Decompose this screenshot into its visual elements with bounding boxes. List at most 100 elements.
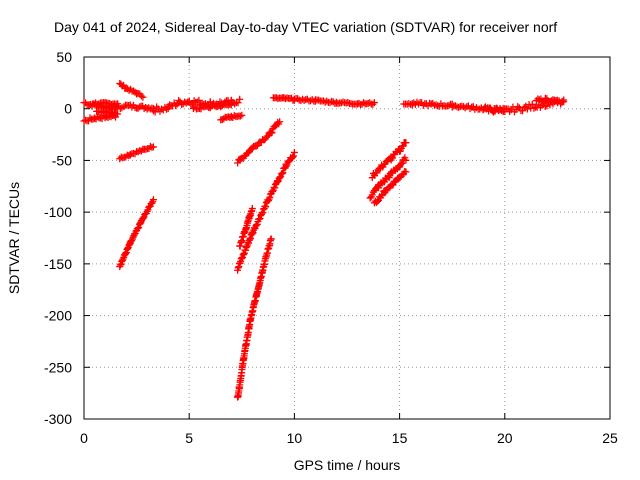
data-point — [129, 233, 137, 241]
data-segment — [366, 154, 410, 202]
data-point — [326, 99, 334, 107]
y-tick-label: -50 — [52, 152, 72, 168]
data-point — [402, 168, 410, 176]
y-tick-label: 0 — [64, 101, 72, 117]
data-point — [455, 103, 463, 111]
data-point — [451, 102, 459, 110]
chart-title: Day 041 of 2024, Sidereal Day-to-day VTE… — [54, 19, 557, 35]
data-point — [290, 148, 298, 156]
x-axis-label: GPS time / hours — [294, 457, 401, 473]
data-point — [271, 184, 279, 192]
data-point — [248, 205, 256, 213]
data-point — [259, 209, 267, 217]
data-point — [535, 96, 543, 104]
data-point — [374, 197, 382, 205]
data-point — [142, 145, 150, 153]
data-point — [530, 104, 538, 112]
data-point — [236, 112, 244, 120]
data-point — [139, 93, 147, 101]
data-point — [227, 101, 235, 109]
y-tick-label: 50 — [56, 49, 72, 65]
axis-ticks: 0 5 10 15 20 25 50 0 -50 -100 -150 -200 -250 -300 — [44, 49, 618, 446]
data-point — [139, 214, 147, 222]
data-point — [481, 103, 489, 111]
data-point — [289, 153, 297, 161]
data-segment — [116, 196, 157, 271]
data-point — [94, 113, 102, 121]
data-segment — [93, 107, 122, 118]
data-segment — [236, 205, 256, 250]
data-segment — [234, 118, 284, 167]
data-point — [166, 101, 174, 109]
data-point — [95, 100, 103, 108]
data-point — [402, 139, 410, 147]
data-point — [175, 96, 183, 104]
data-point — [373, 169, 381, 177]
data-point — [116, 155, 124, 163]
data-point — [264, 197, 272, 205]
data-point — [234, 99, 242, 107]
data-point — [114, 100, 122, 108]
data-point — [218, 102, 226, 110]
data-point — [135, 224, 143, 232]
data-point — [408, 100, 416, 108]
data-point — [278, 169, 286, 177]
data-point — [136, 103, 144, 111]
data-point — [268, 128, 276, 136]
data-marks — [80, 80, 568, 401]
data-segment — [120, 101, 157, 113]
data-point — [124, 245, 132, 253]
data-point — [143, 207, 151, 215]
data-segment — [480, 96, 568, 116]
data-point — [276, 118, 284, 126]
data-point — [514, 103, 522, 111]
data-point — [220, 115, 228, 123]
data-point — [209, 101, 217, 109]
data-point — [116, 261, 124, 269]
data-point — [103, 107, 111, 115]
data-point — [118, 256, 126, 264]
data-segment — [234, 235, 275, 401]
data-point — [289, 152, 297, 160]
y-axis-label: SDTVAR / TECUs — [6, 182, 22, 294]
data-point — [266, 193, 274, 201]
data-segment — [234, 148, 298, 274]
data-point — [269, 187, 277, 195]
data-point — [315, 96, 323, 104]
data-segment — [189, 100, 235, 113]
y-tick-label: -150 — [44, 256, 72, 272]
y-tick-label: -250 — [44, 359, 72, 375]
x-tick-label: 20 — [497, 430, 513, 446]
data-point — [128, 237, 136, 245]
data-point — [388, 154, 396, 162]
data-point — [402, 156, 410, 164]
y-tick-label: -300 — [44, 411, 72, 427]
data-point — [398, 159, 406, 167]
data-point — [134, 148, 142, 156]
x-tick-label: 25 — [602, 430, 618, 446]
data-point — [182, 99, 190, 107]
data-point — [267, 129, 275, 137]
data-point — [236, 95, 244, 103]
data-point — [432, 101, 440, 109]
data-segment — [269, 94, 378, 109]
data-segment — [116, 142, 157, 163]
data-point — [148, 199, 156, 207]
data-point — [149, 107, 157, 115]
data-point — [114, 110, 122, 118]
data-point — [238, 111, 246, 119]
data-point — [120, 103, 128, 111]
data-point — [145, 203, 153, 211]
data-point — [122, 248, 130, 256]
data-segment — [88, 99, 122, 109]
data-point — [262, 203, 270, 211]
data-point — [397, 161, 405, 169]
data-point — [126, 151, 134, 159]
data-point — [519, 107, 527, 115]
data-segment — [217, 111, 246, 124]
data-point — [137, 92, 145, 100]
x-tick-label: 15 — [392, 430, 408, 446]
data-point — [82, 116, 90, 124]
data-point — [252, 222, 260, 230]
